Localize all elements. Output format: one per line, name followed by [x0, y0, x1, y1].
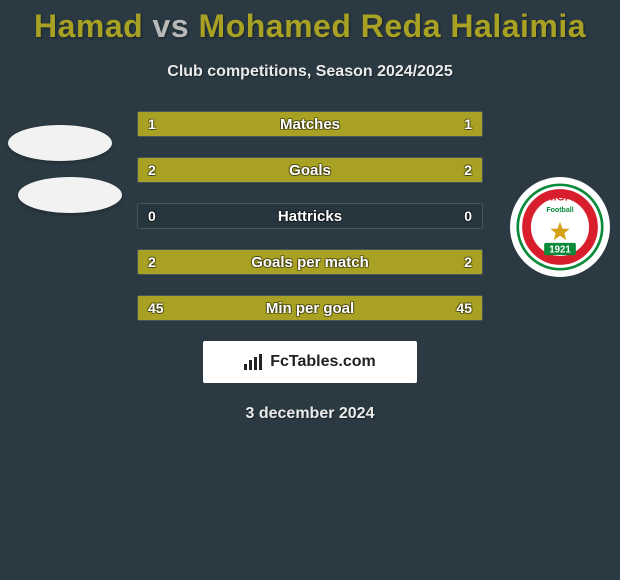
- date-label: 3 december 2024: [0, 405, 620, 423]
- content-area: MCA Football 1921 Matches11 Goals22 Hattri…: [0, 111, 620, 423]
- stat-row: Goals per match22: [137, 249, 483, 275]
- mca-logo-icon: MCA Football 1921: [516, 183, 604, 271]
- subtitle: Club competitions, Season 2024/2025: [0, 63, 620, 81]
- comparison-title: Hamad vs Mohamed Reda Halaimia: [0, 0, 620, 45]
- player2-name: Mohamed Reda Halaimia: [199, 8, 587, 44]
- player1-name: Hamad: [34, 8, 143, 44]
- bar-fill-left: [138, 250, 310, 274]
- bar-fill-right: [310, 296, 482, 320]
- bar-fill-left: [138, 112, 310, 136]
- stat-row: Hattricks0 0: [137, 203, 483, 229]
- bar-fill-left: [138, 158, 310, 182]
- player1-avatar-placeholder-2: [18, 177, 122, 213]
- stats-bars: Matches11 Goals22 Hattricks0 0 Goals per mat…: [137, 111, 483, 321]
- bar-fill-left: [138, 296, 310, 320]
- bar-fill-right: [310, 250, 482, 274]
- player1-avatar-placeholder: [8, 125, 112, 161]
- watermark-text: FcTables.com: [270, 353, 376, 371]
- svg-text:Football: Football: [546, 207, 573, 214]
- svg-text:MCA: MCA: [547, 192, 573, 204]
- bar-fill-right: [310, 158, 482, 182]
- stat-row: Min per goal4545: [137, 295, 483, 321]
- svg-text:1921: 1921: [549, 245, 571, 256]
- bar-fill-right: [310, 112, 482, 136]
- stat-label: Hattricks: [138, 204, 482, 228]
- player2-club-logo: MCA Football 1921: [510, 177, 610, 277]
- bars-icon: [244, 354, 264, 370]
- stat-value-left: 0: [138, 204, 166, 228]
- stat-value-right: 0: [454, 204, 482, 228]
- stat-row: Goals22: [137, 157, 483, 183]
- watermark: FcTables.com: [203, 341, 417, 383]
- stat-row: Matches11: [137, 111, 483, 137]
- vs-label: vs: [153, 8, 190, 44]
